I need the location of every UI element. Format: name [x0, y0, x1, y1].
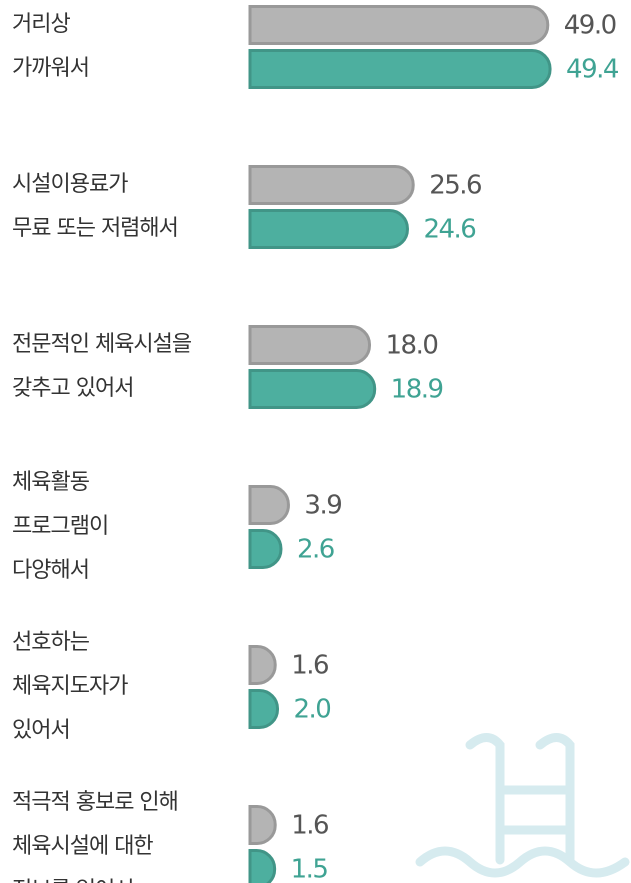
value-label: 25.6 — [429, 171, 481, 201]
value-label: 2.0 — [294, 695, 331, 725]
decoration — [420, 738, 625, 874]
bar — [250, 167, 413, 204]
value-label: 2.6 — [297, 535, 334, 565]
bar — [250, 691, 278, 728]
value-label: 24.6 — [423, 215, 475, 245]
bar — [250, 371, 375, 408]
bar — [250, 487, 288, 524]
bar — [250, 327, 370, 364]
bar — [250, 647, 275, 684]
value-label: 18.9 — [391, 375, 443, 405]
value-label: 18.0 — [386, 331, 438, 361]
chart: 거리상가까워서 49.0 49.4 시설이용료가무료 또는 저렴해서 25.6 24.6 전… — [0, 0, 631, 883]
value-label: 1.6 — [291, 651, 328, 681]
bar — [250, 531, 281, 568]
value-label: 49.4 — [566, 55, 619, 85]
bar — [250, 7, 548, 44]
value-label: 3.9 — [304, 491, 341, 521]
bar — [250, 807, 275, 844]
value-label: 1.5 — [291, 855, 328, 883]
bar — [250, 211, 407, 248]
value-label: 49.0 — [564, 11, 616, 41]
bar — [250, 51, 550, 88]
bar — [250, 851, 275, 883]
value-label: 1.6 — [291, 811, 328, 841]
